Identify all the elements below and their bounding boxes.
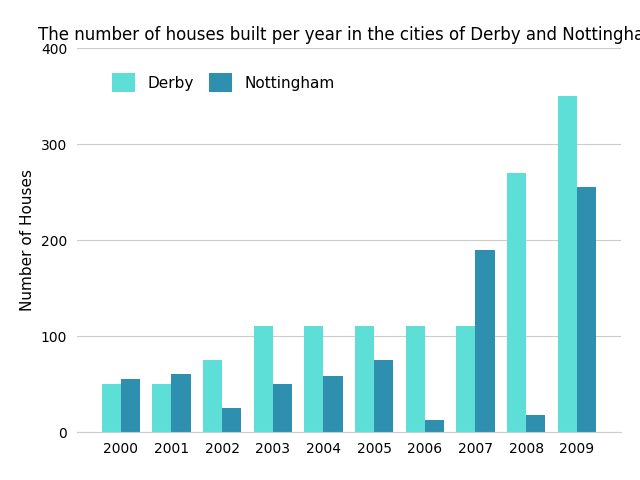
Bar: [323, 376, 342, 432]
Bar: [172, 374, 191, 432]
Legend: Derby, Nottingham: Derby, Nottingham: [106, 67, 340, 98]
Y-axis label: Number of Houses: Number of Houses: [20, 169, 35, 311]
Bar: [102, 384, 121, 432]
Bar: [476, 250, 495, 432]
Bar: [152, 384, 172, 432]
Bar: [406, 326, 425, 432]
Bar: [121, 379, 140, 432]
Bar: [456, 326, 476, 432]
Bar: [557, 96, 577, 432]
Bar: [526, 415, 545, 432]
Bar: [253, 326, 273, 432]
Bar: [577, 187, 596, 432]
Bar: [374, 360, 394, 432]
Bar: [425, 420, 444, 432]
Bar: [304, 326, 323, 432]
Bar: [203, 360, 222, 432]
Bar: [273, 384, 292, 432]
Bar: [507, 173, 526, 432]
Bar: [355, 326, 374, 432]
Bar: [222, 408, 241, 432]
Title: The number of houses built per year in the cities of Derby and Nottingham: The number of houses built per year in t…: [38, 25, 640, 44]
